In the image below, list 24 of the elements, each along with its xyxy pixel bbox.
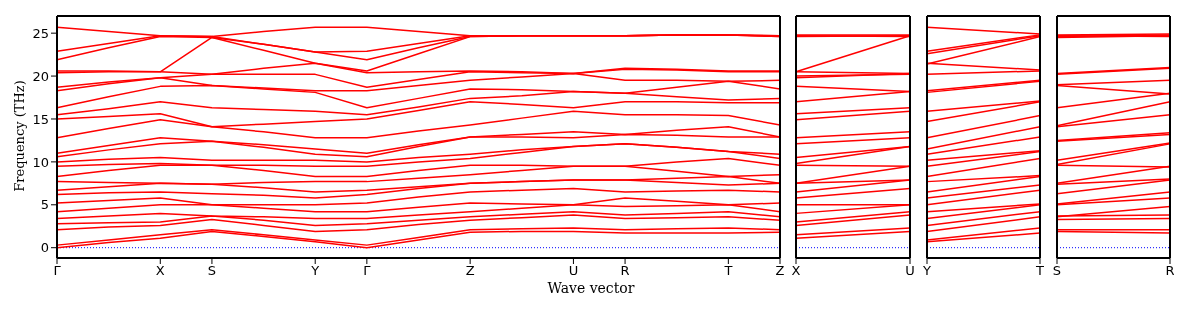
y-tick-label: 25	[32, 25, 49, 41]
y-axis-title: Frequency (THz)	[11, 80, 27, 192]
x-tick-label: R	[1165, 263, 1175, 279]
x-tick-label: Y	[922, 263, 932, 279]
x-tick-label: X	[155, 263, 165, 279]
x-tick-label: Γ	[53, 263, 62, 279]
x-tick-label: U	[905, 263, 915, 279]
x-tick-label: T	[1035, 263, 1045, 279]
y-tick-label: 15	[32, 111, 49, 127]
x-tick-label: R	[620, 263, 630, 279]
x-tick-label: Y	[310, 263, 320, 279]
y-tick-label: 10	[32, 154, 49, 170]
x-axis-title: Wave vector	[546, 280, 636, 296]
x-tick-label: U	[568, 263, 579, 279]
y-tick-label: 5	[40, 197, 49, 213]
y-tick-label: 0	[40, 240, 49, 256]
x-tick-label: S	[1052, 263, 1062, 279]
x-tick-label: Z	[465, 263, 475, 279]
y-tick-label: 20	[32, 68, 49, 84]
x-tick-label: S	[207, 263, 217, 279]
x-tick-label: X	[791, 263, 801, 279]
x-tick-label: Z	[775, 263, 785, 279]
x-tick-label: T	[723, 263, 733, 279]
x-tick-label: Γ	[363, 263, 372, 279]
